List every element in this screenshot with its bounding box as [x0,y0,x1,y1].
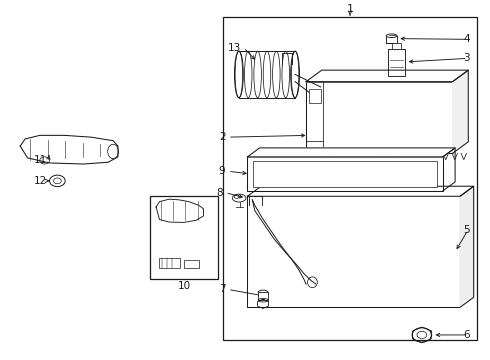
Text: 4: 4 [463,34,470,44]
Text: 1: 1 [346,4,354,14]
Bar [388,49,405,76]
Text: 8: 8 [217,188,223,198]
Bar [258,292,268,300]
Text: 12: 12 [34,176,47,186]
Polygon shape [247,148,455,157]
Bar [159,258,180,268]
Text: 13: 13 [228,42,241,53]
Bar [392,43,401,49]
Text: 3: 3 [463,53,470,63]
Bar [247,157,443,191]
Polygon shape [247,186,474,196]
Text: 9: 9 [219,166,225,176]
Text: 7: 7 [219,284,225,294]
Polygon shape [306,70,468,82]
Polygon shape [453,70,468,153]
Bar [223,17,477,339]
Bar [150,196,218,279]
Bar [309,89,321,103]
Text: 6: 6 [463,330,470,340]
Text: 11: 11 [34,156,47,166]
Polygon shape [460,186,474,307]
Text: 5: 5 [463,225,470,235]
Bar [184,260,198,268]
Text: 2: 2 [219,132,225,142]
Bar [253,161,437,186]
Bar [247,196,460,307]
Text: 10: 10 [177,281,191,291]
Bar [306,82,453,153]
